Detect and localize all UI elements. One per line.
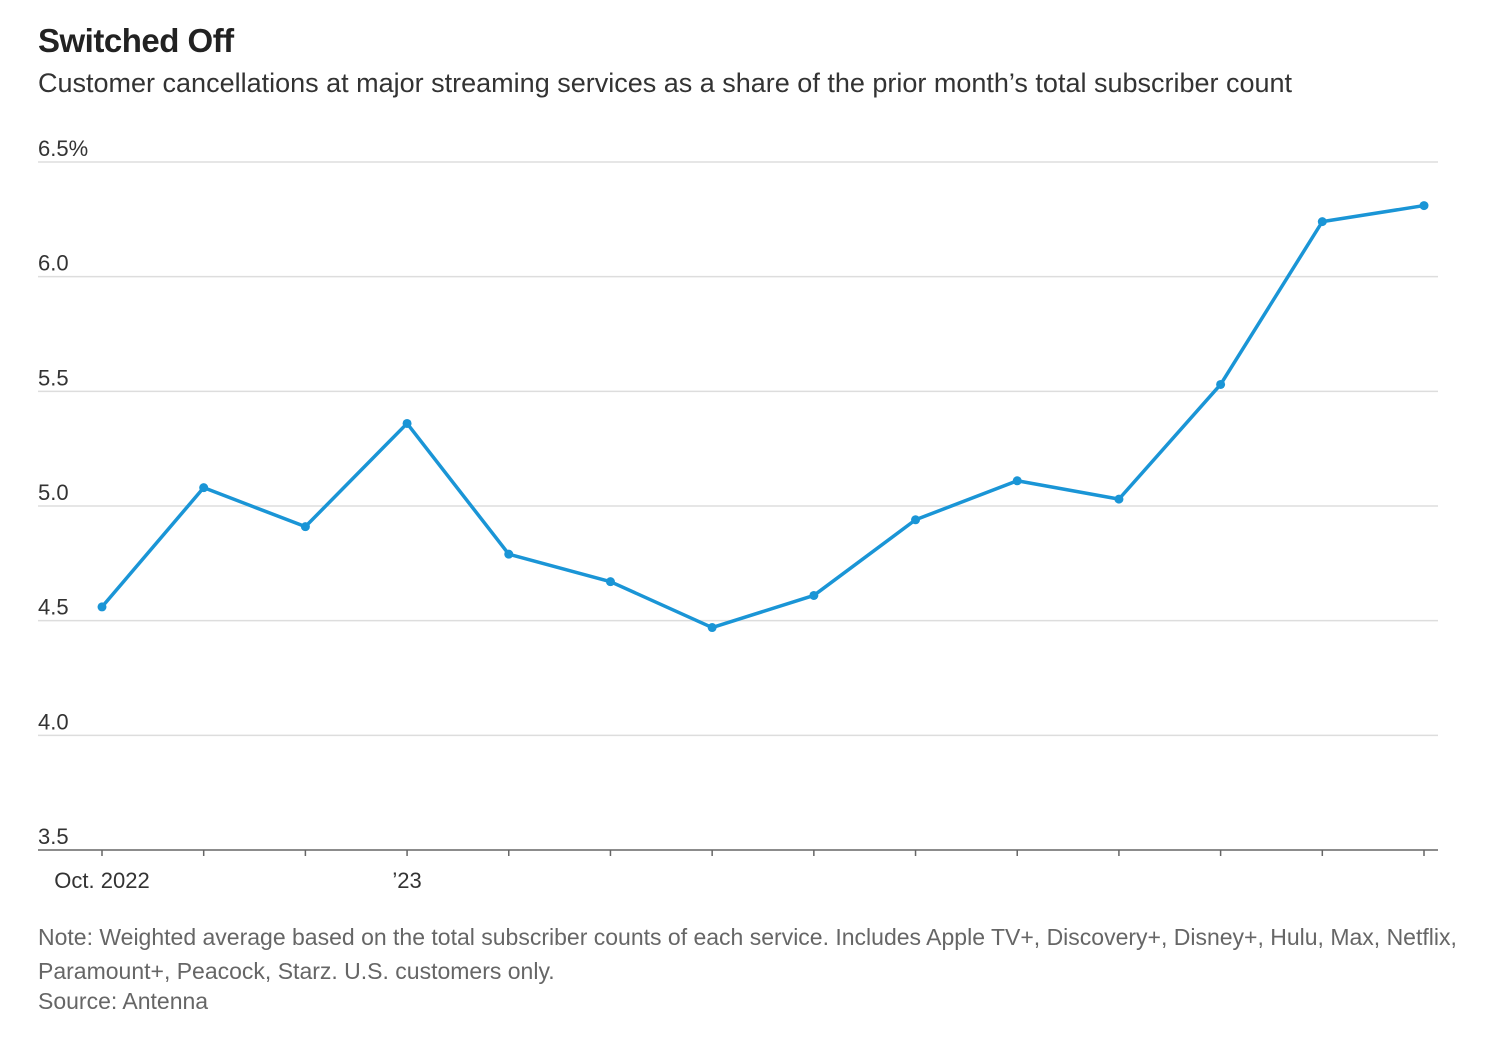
data-point (300, 522, 310, 532)
data-point (809, 590, 819, 600)
data-point (707, 623, 717, 633)
data-point (605, 577, 615, 587)
x-tick-label: Oct. 2022 (54, 868, 149, 893)
y-tick-label: 6.5% (38, 136, 88, 161)
line-chart: 6.5% 6.0 5.5 5.0 4.5 4.0 3.5 Oct. 2022 ’23 (38, 136, 1438, 893)
data-point (504, 549, 514, 559)
y-tick-label: 4.5 (38, 595, 69, 620)
chart-note: Note: Weighted average based on the tota… (38, 924, 1457, 984)
data-point (1012, 476, 1022, 486)
y-tick-label: 3.5 (38, 824, 69, 849)
data-point (199, 483, 209, 493)
data-point (97, 602, 107, 612)
chart-source: Source: Antenna (38, 988, 209, 1014)
x-tick-label: ’23 (392, 868, 421, 893)
series-line (100, 203, 1426, 630)
data-point (911, 515, 921, 525)
data-point (1317, 217, 1327, 227)
data-point (1419, 201, 1429, 211)
y-tick-label: 6.0 (38, 251, 69, 276)
chart-title: Switched Off (38, 22, 234, 59)
y-tick-label: 5.0 (38, 480, 69, 505)
data-point (402, 418, 412, 428)
y-tick-label: 4.0 (38, 709, 69, 734)
chart-subtitle: Customer cancellations at major streamin… (38, 68, 1293, 98)
y-tick-label: 5.5 (38, 365, 69, 390)
data-point (1216, 379, 1226, 389)
data-point (1114, 494, 1124, 504)
